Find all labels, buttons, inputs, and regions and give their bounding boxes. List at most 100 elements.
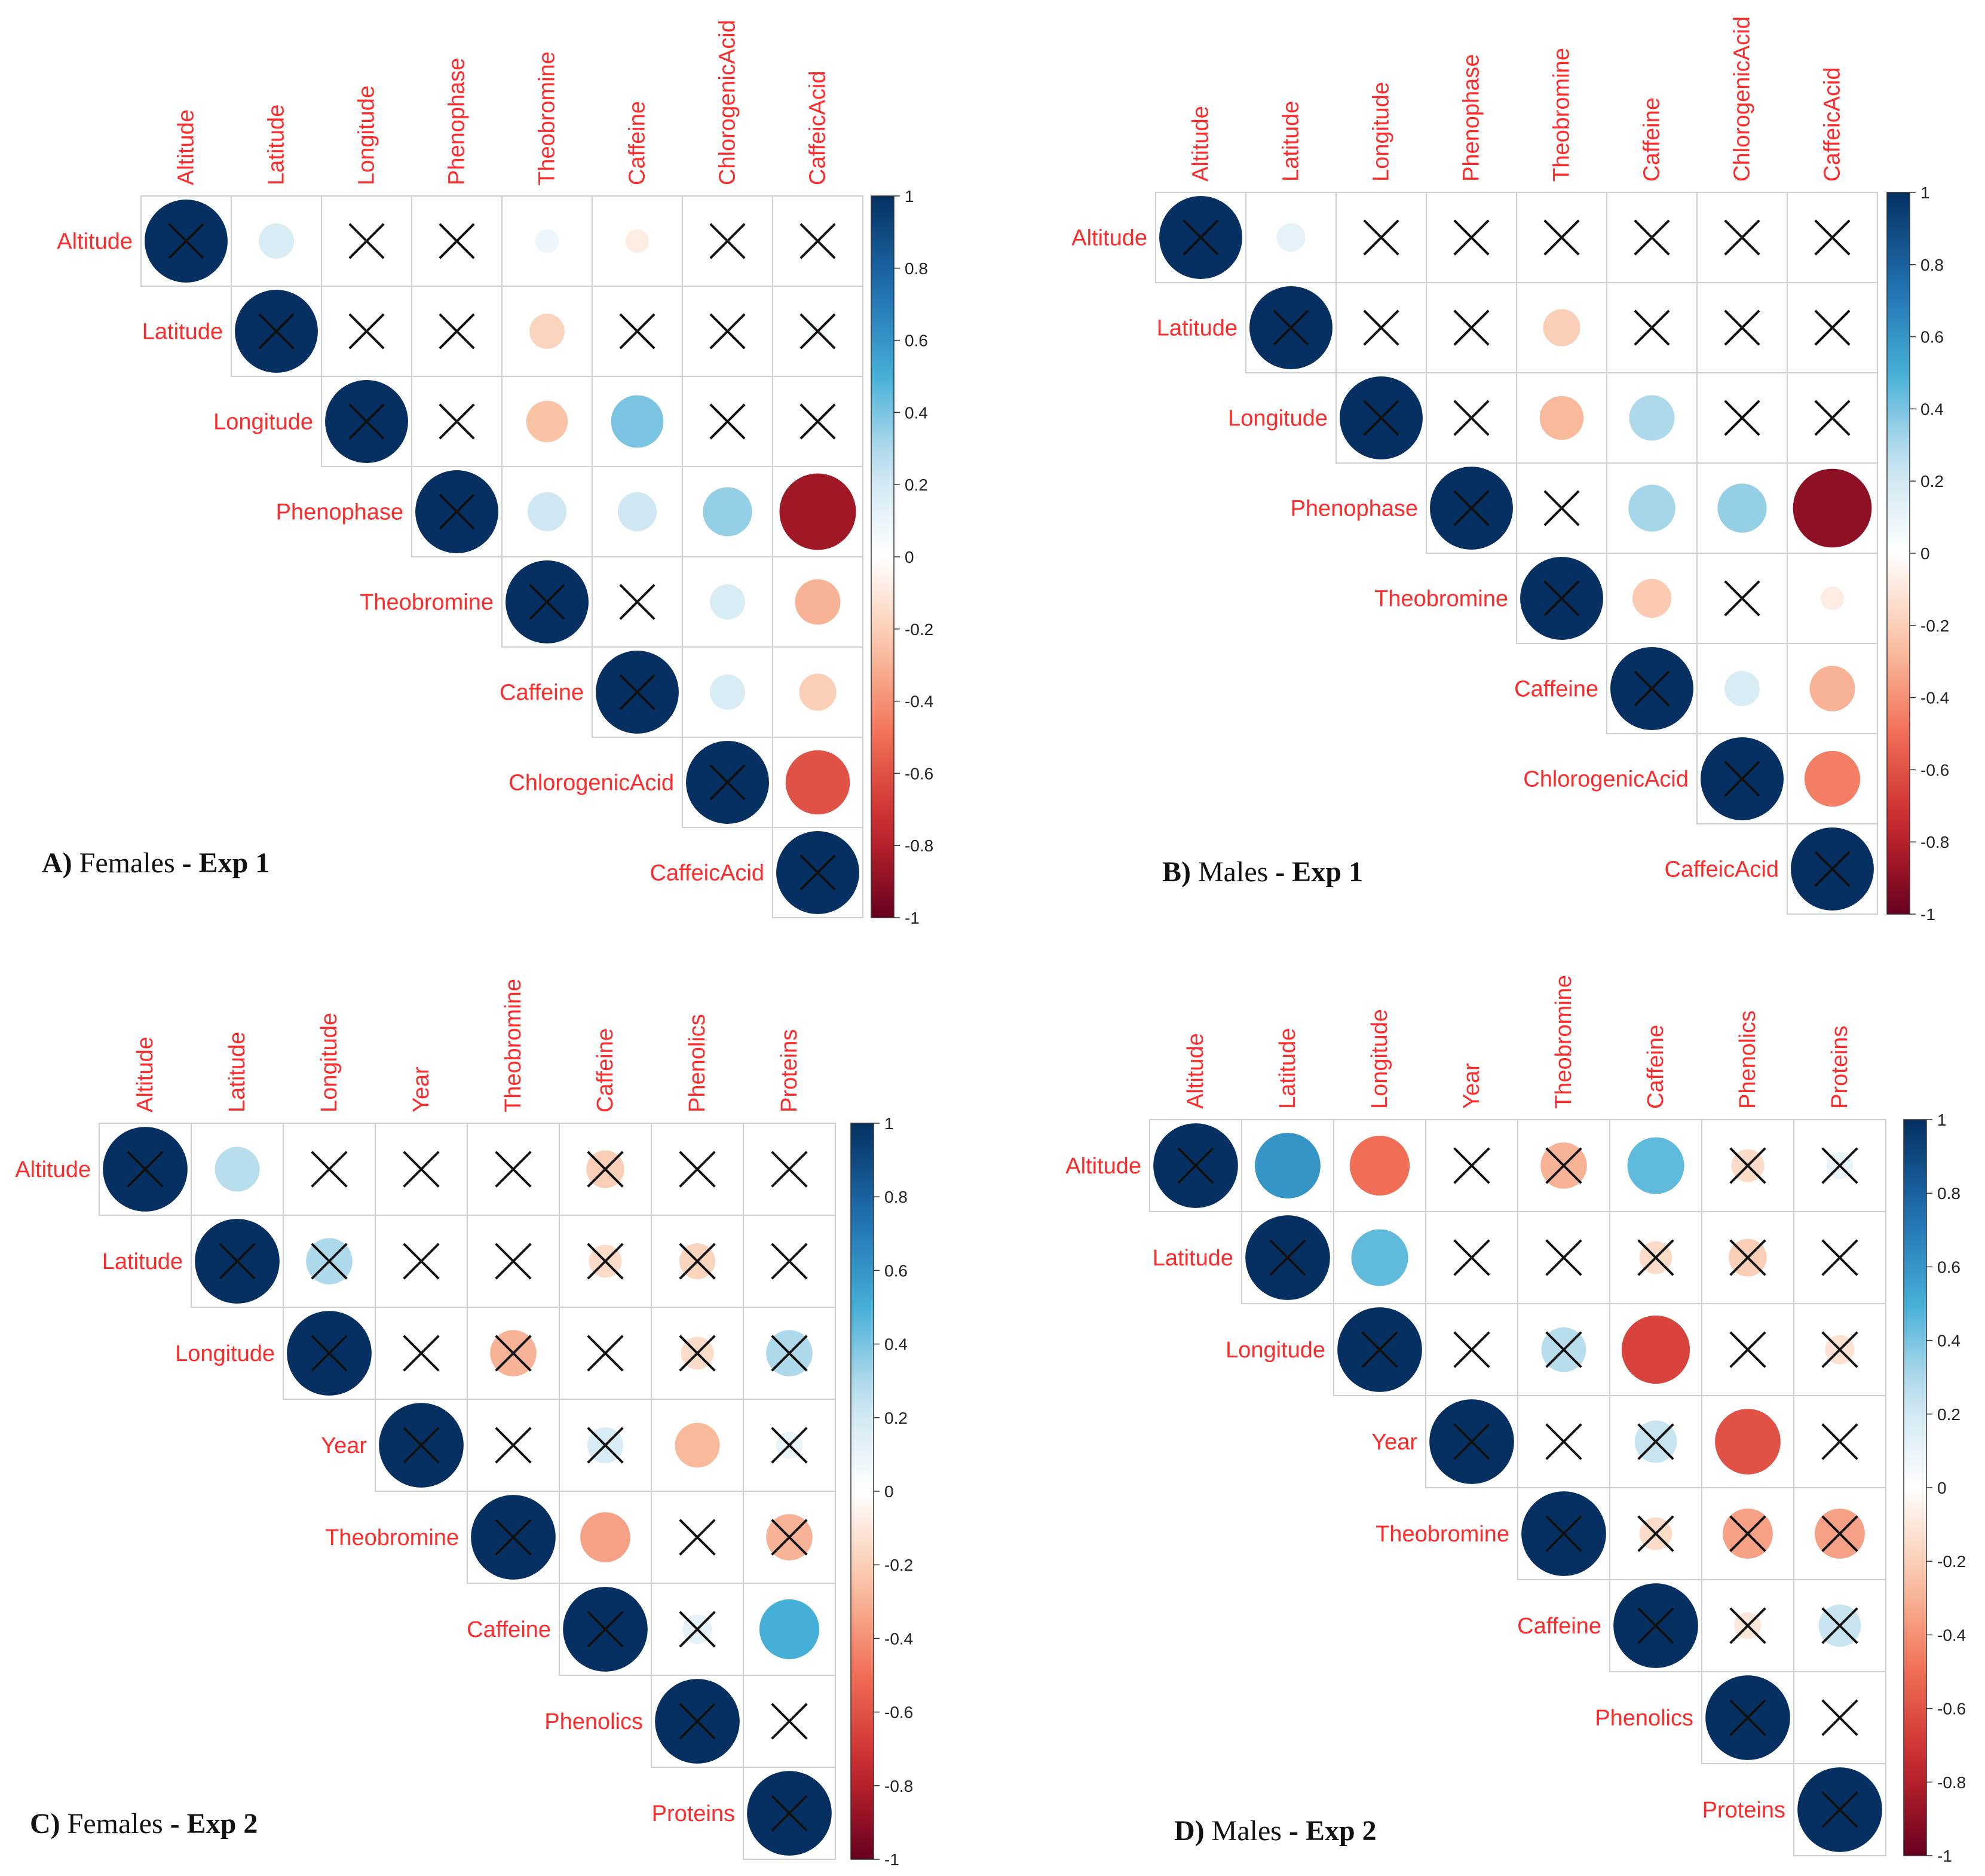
nonsignificant-cross-mark [771,1519,808,1556]
corr-circle [779,473,856,550]
row-label: Theobromine [1374,587,1508,612]
caption-letter: C) [30,1808,68,1840]
corr-circle [580,1512,630,1562]
column-label: Theobromine [1549,48,1574,182]
nonsignificant-cross-mark [771,1703,808,1740]
nonsignificant-cross-mark [495,1519,532,1556]
nonsignificant-cross-mark [1821,1791,1858,1828]
colorbar [850,1123,874,1860]
column-label: Caffeine [593,1028,618,1112]
caption-separator: - [175,847,199,879]
column-label: Theobromine [535,51,560,185]
colorbar-tick-label: -0.4 [905,692,933,711]
nonsignificant-cross-mark [679,1151,716,1188]
nonsignificant-cross-mark [1637,1515,1674,1552]
nonsignificant-cross-mark [619,584,655,620]
nonsignificant-cross-mark [1814,400,1851,436]
nonsignificant-cross-mark [587,1611,624,1648]
nonsignificant-cross-mark [1453,219,1490,256]
caption-group: Females [79,847,175,879]
colorbar-tick-label: -0.2 [1920,617,1949,635]
row-label: Phenophase [276,500,403,525]
corr-circle [215,1147,260,1192]
colorbar-tick-label: 0.6 [1920,328,1944,347]
row-label: ChlorogenicAcid [1523,767,1689,792]
colorbar-tick-label: 0 [884,1482,894,1501]
nonsignificant-cross-mark [439,313,475,350]
column-label: ChlorogenicAcid [715,20,740,185]
nonsignificant-cross-mark [1545,1147,1582,1184]
row-label: Longitude [1226,1338,1325,1363]
corr-circle [1539,396,1584,440]
panel-c: Altitude Altitude Latitude Latitude Longitud… [15,979,913,1869]
corr-circle [1621,1315,1690,1384]
colorbar-tick-label: 1 [1937,1111,1947,1129]
nonsignificant-cross-mark [258,313,295,350]
grid-cell [743,1767,836,1860]
corr-circle [526,400,568,443]
row-label: Altitude [1065,1154,1141,1179]
corr-circle [529,314,565,349]
nonsignificant-cross-mark [619,313,655,350]
nonsignificant-cross-mark [1821,1331,1858,1368]
nonsignificant-cross-mark [403,1243,440,1280]
column-label: Altitude [174,109,199,185]
column-label: Longitude [354,85,379,185]
row-label: Theobromine [1376,1522,1509,1547]
nonsignificant-cross-mark [1634,670,1670,707]
grid-cell [1787,823,1878,915]
nonsignificant-cross-mark [311,1243,348,1280]
nonsignificant-cross-mark [1724,400,1760,436]
column-label: CaffeicAcid [805,70,831,185]
nonsignificant-cross-mark [403,1335,440,1372]
nonsignificant-cross-mark [799,403,836,440]
caption-experiment: Exp 1 [199,847,270,879]
corr-circle [799,673,837,711]
nonsignificant-cross-mark [1724,219,1760,256]
nonsignificant-cross-mark [1453,309,1490,346]
column-label: Longitude [317,1013,342,1112]
colorbar-tick-label: 0 [1937,1479,1947,1497]
colorbar-tick-label: 0.8 [1937,1184,1961,1203]
colorbar-tick-label: 0.2 [1937,1405,1961,1424]
nonsignificant-cross-mark [495,1151,532,1188]
row-label: Longitude [175,1341,275,1366]
row-label: Latitude [142,320,223,345]
corr-circle [1629,395,1675,441]
nonsignificant-cross-mark [127,1151,164,1188]
nonsignificant-cross-mark [771,1243,808,1280]
nonsignificant-cross-mark [1545,1423,1582,1460]
column-label: Latitude [1279,101,1304,182]
nonsignificant-cross-mark [1453,1239,1490,1276]
column-label: Proteins [1827,1026,1852,1109]
caption-separator: - [163,1808,187,1840]
nonsignificant-cross-mark [587,1335,624,1372]
corr-circle [785,750,850,815]
nonsignificant-cross-mark [587,1243,624,1280]
caption-experiment: Exp 2 [187,1808,258,1840]
nonsignificant-cross-mark [1724,580,1760,617]
column-label: Phenolics [685,1014,710,1112]
nonsignificant-cross-mark [1634,219,1670,256]
nonsignificant-cross-mark [1637,1239,1674,1276]
corr-circle [710,675,745,710]
nonsignificant-cross-mark [1361,1331,1398,1368]
colorbar-tick-label: 0.6 [884,1261,908,1280]
corr-circle [259,223,294,259]
colorbar-tick-label: 0.4 [884,1335,908,1354]
nonsignificant-cross-mark [1814,851,1851,887]
corr-circle [759,1599,820,1660]
column-label: Longitude [1369,82,1394,182]
corr-circle [1628,485,1675,532]
corr-circle [1543,309,1580,347]
colorbar-tick-label: -0.6 [905,764,933,783]
column-label: Altitude [1183,1033,1208,1109]
panel-caption: B) Males - Exp 1 [1162,856,1363,888]
colorbar-tick-label: 1 [1920,183,1930,202]
colorbar [1903,1119,1927,1856]
corr-circle [1804,750,1861,807]
nonsignificant-cross-mark [1543,490,1580,526]
corr-circle [527,492,567,532]
corr-circle [535,229,559,253]
column-label: Theobromine [501,979,526,1112]
